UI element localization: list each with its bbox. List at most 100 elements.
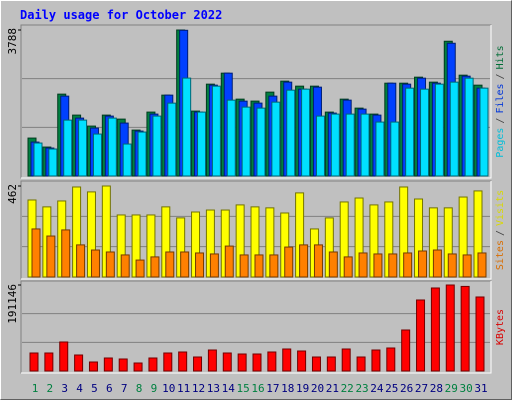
bar bbox=[256, 107, 266, 177]
bar bbox=[269, 254, 279, 278]
bar bbox=[328, 251, 338, 278]
legend-entry: Sites bbox=[495, 240, 506, 270]
bar bbox=[137, 131, 147, 177]
bar bbox=[239, 254, 249, 278]
bar bbox=[193, 356, 203, 372]
bar bbox=[449, 81, 459, 177]
x-tick-label: 17 bbox=[266, 382, 279, 395]
bar bbox=[44, 352, 54, 372]
bar bbox=[284, 246, 294, 278]
x-tick-label: 13 bbox=[207, 382, 220, 395]
bar bbox=[222, 352, 232, 372]
x-tick-label: 12 bbox=[192, 382, 205, 395]
bar bbox=[178, 351, 188, 372]
bar bbox=[315, 115, 325, 177]
bar bbox=[373, 253, 383, 278]
bar bbox=[405, 87, 415, 177]
bar bbox=[418, 250, 428, 278]
bar bbox=[271, 101, 281, 177]
bar bbox=[462, 254, 472, 278]
x-tick-label: 27 bbox=[415, 382, 428, 395]
bar bbox=[152, 115, 162, 177]
legend-separator: / bbox=[495, 118, 506, 124]
bar bbox=[107, 117, 117, 177]
x-tick-label: 28 bbox=[430, 382, 443, 395]
legend-separator: / bbox=[495, 73, 506, 79]
bar bbox=[61, 229, 71, 278]
bar bbox=[105, 251, 115, 278]
panel-bevel bbox=[21, 181, 492, 280]
bar bbox=[29, 352, 39, 372]
bar bbox=[401, 329, 411, 372]
bar bbox=[375, 121, 385, 177]
x-tick-label: 21 bbox=[326, 382, 339, 395]
legend-entry: Visits bbox=[495, 190, 506, 226]
bar bbox=[360, 113, 370, 177]
bar bbox=[63, 119, 73, 177]
bar bbox=[299, 244, 309, 278]
bar bbox=[133, 362, 143, 372]
x-tick-label: 10 bbox=[162, 382, 175, 395]
bar bbox=[182, 77, 192, 177]
bar bbox=[343, 256, 353, 278]
y-tick-label: 191146 bbox=[6, 284, 19, 324]
x-tick-label: 29 bbox=[445, 382, 458, 395]
bar bbox=[403, 252, 413, 278]
x-tick-label: 8 bbox=[136, 382, 143, 395]
x-tick-label: 4 bbox=[76, 382, 83, 395]
bar bbox=[341, 348, 351, 372]
bar bbox=[286, 89, 296, 177]
bar bbox=[345, 113, 355, 177]
bar bbox=[90, 249, 100, 278]
x-tick-label: 31 bbox=[474, 382, 487, 395]
x-tick-label: 26 bbox=[400, 382, 413, 395]
x-tick-label: 18 bbox=[281, 382, 294, 395]
bar bbox=[432, 249, 442, 278]
legend: Sites / Visits bbox=[495, 190, 506, 270]
bar bbox=[135, 259, 145, 278]
bar bbox=[416, 299, 426, 372]
x-tick-label: 15 bbox=[237, 382, 250, 395]
bar bbox=[434, 83, 444, 177]
bar bbox=[103, 357, 113, 372]
bar bbox=[224, 245, 234, 278]
bar bbox=[390, 121, 400, 177]
bar bbox=[311, 356, 321, 372]
bar bbox=[313, 244, 323, 278]
bar bbox=[241, 106, 251, 177]
bar bbox=[88, 361, 98, 372]
x-tick-label: 30 bbox=[460, 382, 473, 395]
bar bbox=[48, 148, 58, 177]
legend-entry: Pages bbox=[495, 128, 506, 158]
x-tick-label: 14 bbox=[222, 382, 236, 395]
x-tick-label: 3 bbox=[61, 382, 68, 395]
bar bbox=[388, 253, 398, 278]
legend-entry: KBytes bbox=[495, 309, 506, 345]
bar bbox=[301, 88, 311, 177]
bar bbox=[92, 133, 102, 177]
bar bbox=[445, 284, 455, 372]
bar bbox=[195, 252, 205, 278]
bar bbox=[118, 358, 128, 372]
x-tick-label: 9 bbox=[151, 382, 158, 395]
bar bbox=[211, 85, 221, 177]
bar bbox=[197, 111, 207, 177]
legend-separator: / bbox=[495, 230, 506, 236]
bar bbox=[297, 350, 307, 372]
bar bbox=[267, 351, 277, 372]
bar bbox=[78, 119, 88, 177]
bar bbox=[237, 353, 247, 372]
bar bbox=[254, 254, 264, 278]
x-tick-label: 7 bbox=[121, 382, 128, 395]
x-tick-label: 23 bbox=[355, 382, 368, 395]
bar bbox=[460, 285, 470, 372]
bar bbox=[209, 253, 219, 278]
bar bbox=[148, 357, 158, 372]
x-tick-label: 19 bbox=[296, 382, 309, 395]
x-tick-label: 11 bbox=[177, 382, 190, 395]
bar bbox=[447, 253, 457, 278]
bar bbox=[120, 254, 130, 278]
bar bbox=[475, 296, 485, 372]
x-tick-label: 1 bbox=[32, 382, 39, 395]
